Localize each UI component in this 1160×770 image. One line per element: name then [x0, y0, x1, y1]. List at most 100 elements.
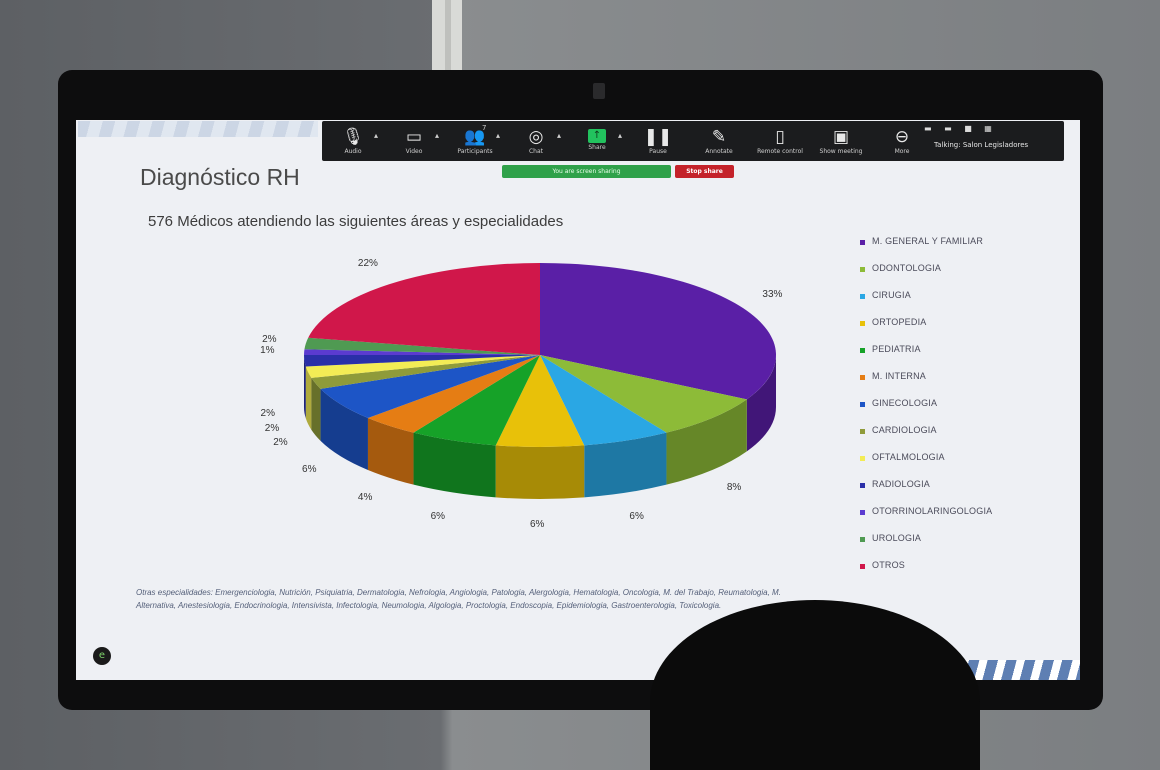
chevron-up-icon[interactable]: ▴ [434, 131, 439, 140]
chevron-up-icon[interactable]: ▴ [495, 131, 500, 140]
share-label: Share [588, 144, 606, 151]
chevron-up-icon[interactable]: ▴ [373, 131, 378, 140]
audio-label: Audio [344, 148, 362, 155]
people-icon: 👥 [464, 127, 486, 147]
legend-item: CARDIOLOGIA [860, 425, 992, 452]
stop-share-button[interactable]: Stop share [675, 165, 734, 178]
video-label: Video [405, 148, 423, 155]
legend-item: OTORRINOLARINGOLOGIA [860, 506, 992, 533]
window-controls[interactable]: ▬ ▬ ■ ▦ [924, 124, 997, 133]
pie-slice-6 [367, 355, 540, 433]
legend-item: GINECOLOGIA [860, 398, 992, 425]
pie-side-1 [746, 355, 776, 452]
pie-label-10: 2% [260, 408, 275, 420]
legend-label: UROLOGIA [872, 533, 922, 543]
screen-sharing-status[interactable]: You are screen sharing [502, 165, 671, 178]
pie-slice-10 [304, 355, 540, 367]
legend-item: OFTALMOLOGIA [860, 452, 992, 479]
pie-side-5 [413, 432, 496, 498]
pie-label-1: 33% [762, 288, 783, 300]
pie-label-5: 6% [430, 510, 446, 522]
pie-label-7: 6% [302, 464, 317, 476]
participants-label: Participants [457, 148, 493, 155]
pie-label-9: 2% [264, 423, 280, 435]
mouse-icon: ▯ [775, 127, 785, 147]
chat-label: Chat [528, 148, 544, 155]
legend-swatch [860, 510, 865, 515]
legend-label: RADIOLOGIA [872, 479, 931, 489]
more-button[interactable]: ⊖ More [871, 121, 933, 161]
legend-label: M. GENERAL Y FAMILIAR [872, 236, 984, 246]
legend-label: OTORRINOLARINGOLOGIA [872, 506, 993, 516]
pie-label-4: 6% [530, 519, 545, 530]
pie-label-11: 1% [260, 345, 275, 357]
pencil-icon: ✎ [711, 127, 727, 147]
pie-label-13: 22% [357, 258, 378, 270]
legend-item: RADIOLOGIA [860, 479, 992, 506]
camera-icon: ▭ [405, 127, 423, 147]
pie-label-3: 6% [629, 510, 644, 522]
pie-slice-5 [413, 355, 540, 446]
legend-swatch [860, 456, 865, 461]
legend-item: M. GENERAL Y FAMILIAR [860, 236, 992, 263]
pie-side-4 [495, 445, 585, 499]
talking-indicator: Talking: Salon Legisladores [934, 141, 1029, 149]
legend-label: M. INTERNA [872, 371, 927, 381]
footnote: Otras especialidades: Emergenciologia, N… [136, 588, 781, 610]
chart-legend: M. GENERAL Y FAMILIAR ODONTOLOGIA CIRUGIA O… [860, 236, 992, 587]
remote-button[interactable]: ▯ Remote control [749, 121, 811, 161]
legend-label: ODONTOLOGIA [872, 263, 942, 273]
pie-side-10 [304, 355, 306, 419]
pie-side-8 [311, 377, 321, 441]
legend-swatch [860, 240, 865, 245]
pie-slice-3 [540, 355, 667, 446]
pie-slice-2 [540, 355, 747, 433]
pie-slice-4 [495, 355, 585, 447]
pause-icon: ❚❚ [643, 127, 673, 147]
pie-slice-12 [304, 337, 540, 355]
slide-title: Diagnóstico RH [140, 164, 300, 190]
showmeeting-button[interactable]: ▣ Show meeting [810, 121, 872, 161]
pause-button[interactable]: ❚❚ Pause [627, 121, 689, 161]
audio-button[interactable]: 🎙 Audio ▴ [322, 121, 384, 161]
window-icon: ▣ [832, 127, 850, 147]
chevron-up-icon[interactable]: ▴ [617, 131, 622, 140]
annotate-button[interactable]: ✎ Annotate [688, 121, 750, 161]
pie-slice-11 [304, 349, 540, 355]
legend-label: CARDIOLOGIA [872, 425, 937, 435]
legend-item: PEDIATRIA [860, 344, 992, 371]
pie-side-2 [666, 399, 747, 485]
share-button[interactable]: ↑ Share ▴ [566, 121, 628, 161]
legend-label: GINECOLOGIA [872, 398, 938, 408]
pie-slice-13 [308, 263, 540, 355]
webcam [593, 83, 605, 99]
pie-slice-9 [305, 355, 540, 378]
legend-label: ORTOPEDIA [872, 317, 927, 327]
legend-item: M. INTERNA [860, 371, 992, 398]
presenter-logo-icon: e [93, 647, 111, 665]
microphone-icon: 🎙 [342, 127, 364, 147]
legend-label: OFTALMOLOGIA [872, 452, 945, 462]
legend-item: OTROS [860, 560, 992, 587]
pie-side-6 [367, 417, 414, 485]
wall-panel-edge [445, 0, 451, 80]
participants-button[interactable]: 👥 Participants 7 ▴ [444, 121, 506, 161]
chevron-up-icon[interactable]: ▴ [556, 131, 561, 140]
annotate-label: Annotate [705, 148, 733, 155]
pause-label: Pause [649, 148, 667, 155]
chat-button[interactable]: ◎ Chat ▴ [505, 121, 567, 161]
legend-label: CIRUGIA [872, 290, 911, 300]
video-button[interactable]: ▭ Video ▴ [383, 121, 445, 161]
pie-label-8: 2% [273, 437, 288, 449]
decorative-stripes [78, 121, 318, 137]
pie-side-7 [320, 388, 368, 470]
legend-item: ODONTOLOGIA [860, 263, 992, 290]
legend-swatch [860, 348, 865, 353]
pie-slice-8 [311, 355, 540, 389]
pie-slice-1 [540, 263, 776, 400]
pie-side-3 [584, 432, 667, 498]
zoom-toolbar: 🎙 Audio ▴ ▭ Video ▴ 👥 Participants 7 ▴ ◎ Chat ▴ ↑ Shar… [322, 121, 1064, 161]
pie-side-9 [305, 366, 312, 430]
more-icon: ⊖ [894, 127, 910, 147]
pie-label-12: 2% [262, 334, 277, 346]
